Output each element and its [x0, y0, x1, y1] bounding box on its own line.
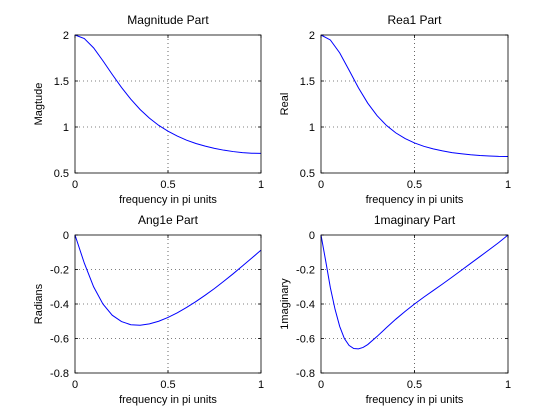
axes-frame [320, 34, 509, 174]
y-tick-label: -0.8 [296, 368, 315, 380]
y-axis-label: Magtude [33, 83, 45, 126]
x-tick-label: 0 [318, 179, 324, 191]
subplot-4: 0 0.5 1 -0.8 -0.6 -0.4 -0.2 0 1maginary Part freq… [279, 213, 511, 406]
y-tick-label: 2 [309, 30, 315, 42]
y-tick-label: 0 [63, 230, 69, 242]
x-axis-label: frequency in pi units [119, 194, 217, 206]
y-tick-label: 0 [309, 230, 315, 242]
series-line [74, 234, 262, 326]
x-tick-label: 0 [318, 379, 324, 391]
y-tick-label: -0.4 [296, 299, 315, 311]
x-tick-label: 1 [258, 379, 264, 391]
x-tick-label: 0 [72, 179, 78, 191]
x-tick-label: 0 [72, 379, 78, 391]
y-tick-label: 1.5 [54, 76, 69, 88]
y-tick-label: -0.6 [50, 334, 69, 346]
subplot-3: 0 0.5 1 -0.8 -0.6 -0.4 -0.2 0 Ang1e Part frequenc… [33, 213, 264, 406]
y-axis-label: Real [279, 93, 291, 116]
y-tick-label: 0.5 [54, 168, 69, 180]
y-tick-label: -0.4 [50, 299, 69, 311]
chart-title: Magnitude Part [127, 13, 209, 27]
y-tick-label: 2 [63, 30, 69, 42]
series-line [320, 34, 509, 157]
y-tick-label: -0.8 [50, 368, 69, 380]
chart-title: Rea1 Part [387, 13, 442, 27]
y-tick-label: 1 [63, 122, 69, 134]
axes-frame [74, 234, 262, 374]
x-axis-label: frequency in pi units [366, 394, 464, 406]
x-tick-label: 0.5 [407, 379, 422, 391]
y-tick-label: -0.6 [296, 334, 315, 346]
chart-title: 1maginary Part [374, 213, 456, 227]
x-tick-label: 0.5 [160, 179, 175, 191]
x-tick-label: 1 [505, 179, 511, 191]
x-tick-label: 0.5 [160, 379, 175, 391]
y-tick-label: -0.2 [296, 265, 315, 277]
axes-frame [74, 34, 262, 174]
axes-frame [320, 234, 509, 374]
x-tick-label: 0.5 [407, 179, 422, 191]
y-tick-label: 1.5 [300, 76, 315, 88]
y-tick-label: 0.5 [300, 168, 315, 180]
y-axis-label: 1maginary [279, 278, 291, 330]
y-axis-label: Radians [33, 283, 45, 324]
y-tick-label: -0.2 [50, 265, 69, 277]
x-axis-label: frequency in pi units [366, 194, 464, 206]
series-line [74, 34, 262, 154]
chart-title: Ang1e Part [138, 213, 199, 227]
y-tick-label: 1 [309, 122, 315, 134]
x-tick-label: 1 [258, 179, 264, 191]
x-tick-label: 1 [505, 379, 511, 391]
x-axis-label: frequency in pi units [119, 394, 217, 406]
series-line [320, 234, 509, 350]
